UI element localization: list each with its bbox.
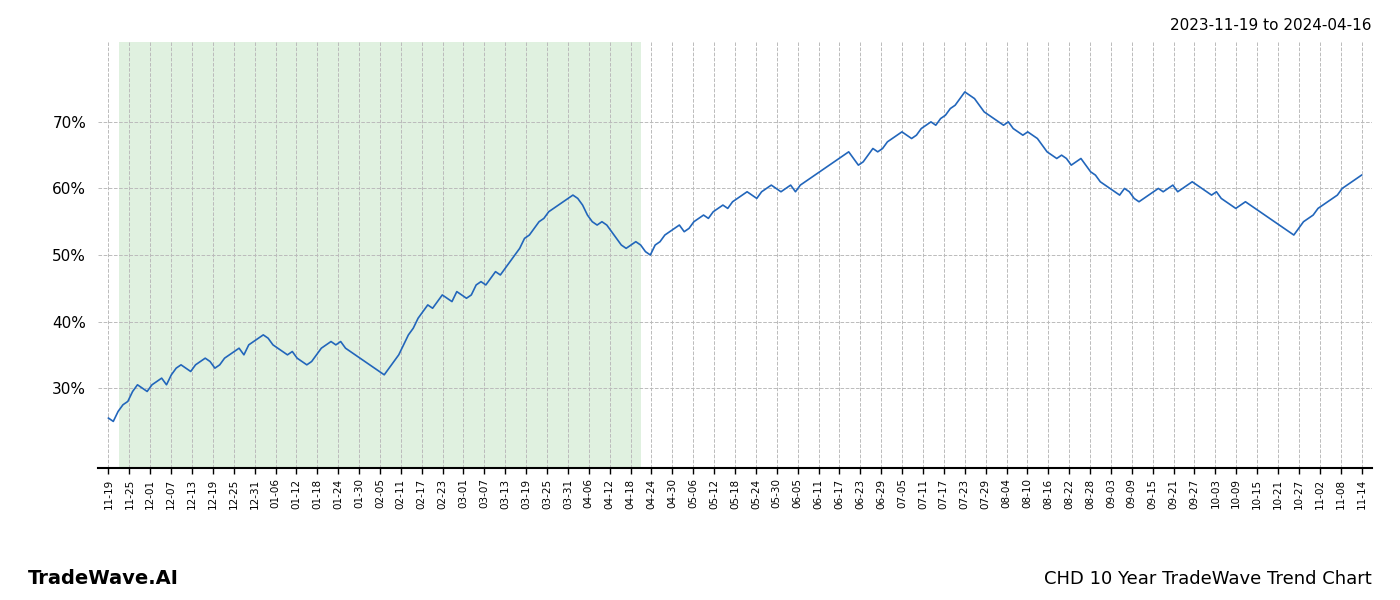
Text: TradeWave.AI: TradeWave.AI: [28, 569, 179, 588]
Text: 2023-11-19 to 2024-04-16: 2023-11-19 to 2024-04-16: [1170, 18, 1372, 33]
Bar: [119, 42, 641, 468]
Text: CHD 10 Year TradeWave Trend Chart: CHD 10 Year TradeWave Trend Chart: [1044, 570, 1372, 588]
